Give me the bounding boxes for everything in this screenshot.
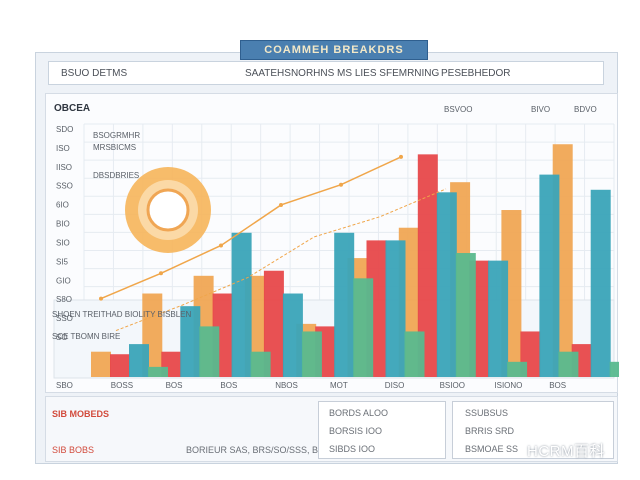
- x-tick-label: BSIOO: [440, 381, 465, 390]
- bar: [558, 351, 579, 377]
- bar: [250, 351, 271, 377]
- bar: [231, 232, 252, 377]
- x-tick-label: SBO: [56, 381, 73, 390]
- footer-box-2: SSUBSUS BRRIS SRD BSMOAE SS: [452, 401, 614, 459]
- footer-cell-3: SIBDS IOO: [329, 444, 376, 454]
- footer-box-1: BORDS ALOO BORSIS IOO SIBDS IOO: [318, 401, 446, 459]
- line-label-3: DBSDBRIES: [93, 171, 139, 180]
- panel-label: OBCEA: [54, 103, 90, 114]
- trend-point: [219, 243, 223, 248]
- bar: [110, 354, 130, 377]
- bar: [129, 344, 149, 377]
- watermark-text: HCRM百科: [527, 443, 605, 460]
- y-tick-label: SSO: [56, 314, 73, 323]
- top-label-2: BIVO: [531, 105, 550, 114]
- footer-cell-5: BRRIS SRD: [465, 426, 515, 436]
- bar: [488, 260, 509, 377]
- y-tick-label: GIO: [56, 276, 71, 285]
- footer-table: SIB MOBEDS SIB BOBS BORIEUR SAS, BRS/SO/…: [45, 396, 618, 462]
- bar: [507, 361, 528, 377]
- line-label-2: MRSBICMS: [93, 143, 136, 152]
- footer-cell-1: BORDS ALOO: [329, 408, 389, 418]
- x-tick-label: BOS: [549, 381, 566, 390]
- header-center-label: SAATEHSNORHNS MS LIES SFEMRNING: [245, 68, 440, 79]
- y-tick-label: SIO: [56, 238, 70, 247]
- y-tick-label: SO: [56, 333, 68, 342]
- footer-row2-label: SIB BOBS: [52, 445, 95, 455]
- x-tick-label: BOS: [166, 381, 183, 390]
- y-tick-label: SI5: [56, 257, 69, 266]
- chart-panel: SDO ISO IISO SSO 6IO BIO SIO SI5 GIO S8O SSO SO SBO…: [45, 93, 619, 393]
- bar: [353, 278, 374, 377]
- y-tick-label: BIO: [56, 220, 70, 229]
- trend-point: [99, 296, 103, 301]
- y-tick-label: ISO: [56, 144, 70, 153]
- header-left-label: BSUO DETMS: [61, 68, 128, 79]
- bar: [263, 270, 284, 377]
- bar: [539, 174, 560, 377]
- trend-point: [339, 182, 343, 187]
- bar: [590, 189, 611, 377]
- lower-label-2: SCE TBOMN BIRE: [52, 332, 120, 341]
- bar: [436, 192, 457, 377]
- bar: [417, 154, 438, 377]
- header-right-label: PESEBHEDOR: [441, 68, 511, 79]
- bar: [334, 232, 355, 377]
- bar: [199, 326, 220, 377]
- bar: [148, 366, 168, 377]
- footer-row2-mid: BORIEUR SAS, BRS/SO/SSS, BOS: [186, 445, 332, 455]
- bar: [282, 293, 303, 377]
- line-label-1: BSOGRMHR: [93, 131, 140, 140]
- bar: [385, 240, 406, 377]
- bar: [609, 361, 619, 377]
- trend-point: [279, 202, 283, 207]
- y-tick-label: S8O: [56, 295, 72, 304]
- chart-title: COAMMEH BREAKDRS: [240, 40, 428, 60]
- top-label-1: BSVOO: [444, 105, 472, 114]
- bar: [455, 253, 476, 377]
- trend-line: [100, 156, 402, 300]
- footer-cell-6: BSMOAE SS: [465, 444, 519, 454]
- bars-group: [91, 144, 619, 377]
- chart-svg: SDO ISO IISO SSO 6IO BIO SIO SI5 GIO S8O SSO SO SBO…: [52, 103, 619, 390]
- y-tick-label: IISO: [56, 163, 72, 172]
- bar: [180, 306, 201, 377]
- bar: [91, 351, 111, 377]
- top-label-3: BDVO: [574, 105, 597, 114]
- y-tick-label: SSO: [56, 182, 73, 191]
- lower-label-1: SHOEN TREITHAD BIOLITY BISBLEN: [52, 310, 192, 319]
- x-tick-label: BOSS: [111, 381, 133, 390]
- trend-line-secondary: [115, 188, 447, 332]
- trend-point: [159, 271, 163, 276]
- y-tick-label: SDO: [56, 125, 73, 134]
- trend-point: [399, 154, 403, 159]
- x-tick-label: ISIONO: [494, 381, 522, 390]
- y-axis-labels: SDO ISO IISO SSO 6IO BIO SIO SI5 GIO S8O SSO SO: [56, 125, 73, 342]
- trend-lines: [99, 154, 447, 332]
- x-tick-label: DISO: [385, 381, 405, 390]
- x-tick-label: BOS: [220, 381, 237, 390]
- header-bar: BSUO DETMS SAATEHSNORHNS MS LIES SFEMRNI…: [48, 61, 604, 85]
- bar: [301, 331, 322, 377]
- x-tick-label: NBOS: [275, 381, 298, 390]
- x-tick-label: MOT: [330, 381, 348, 390]
- y-tick-label: 6IO: [56, 201, 69, 210]
- footer-cell-4: SSUBSUS: [465, 408, 509, 418]
- footer-cell-2: BORSIS IOO: [329, 426, 383, 436]
- donut-center: [146, 188, 190, 232]
- footer-row1-label: SIB MOBEDS: [52, 409, 110, 419]
- donut-decoration: [125, 167, 211, 253]
- bar: [404, 331, 425, 377]
- x-axis-labels: SBO BOSS BOS BOS NBOS MOT DISO BSIOO ISIONO BOS: [56, 381, 566, 390]
